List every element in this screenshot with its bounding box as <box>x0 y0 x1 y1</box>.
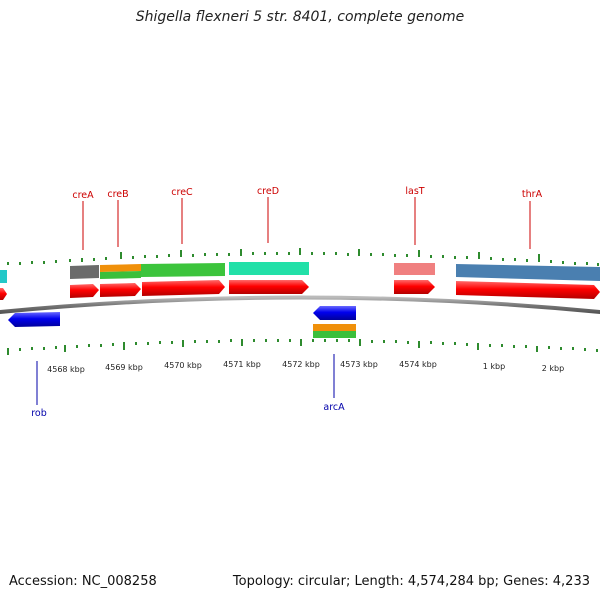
gene-labels: creA creB creC creD lasT thrA rob arcA <box>31 186 542 419</box>
gene-arrow-lasT <box>394 280 435 294</box>
lower-tick-row <box>7 339 598 355</box>
map-title: Shigella flexneri 5 str. 8401, complete … <box>135 9 465 25</box>
genome-backbone <box>0 295 600 315</box>
accession-label: Accession: NC_008258 <box>9 574 157 589</box>
gene-arrow-creC <box>142 280 225 296</box>
gene-arrow-left-edge <box>0 288 7 300</box>
feature-box-arcA-green <box>313 331 356 338</box>
kbp-label: 4569 kbp <box>105 363 143 372</box>
kbp-label: 4573 kbp <box>340 360 378 369</box>
reverse-gene-arrows <box>8 306 356 327</box>
gene-label-leaders <box>36 197 531 405</box>
feature-box-lasT <box>394 263 435 275</box>
feature-boxes <box>0 262 600 338</box>
forward-gene-arrows <box>0 280 600 300</box>
gene-arrow-rob <box>8 312 60 327</box>
kbp-label: 4571 kbp <box>223 360 261 369</box>
gene-arrow-arcA <box>313 306 356 320</box>
kbp-label: 4568 kbp <box>47 365 85 374</box>
gene-arrow-creD <box>229 280 309 294</box>
gene-label-arcA: arcA <box>323 402 345 413</box>
upper-tick-row <box>7 248 599 266</box>
feature-box-cyan-left <box>0 270 7 283</box>
kbp-labels: 4568 kbp 4569 kbp 4570 kbp 4571 kbp 4572… <box>47 360 564 374</box>
gene-arrow-creA <box>70 284 99 298</box>
genome-summary-label: Topology: circular; Length: 4,574,284 bp… <box>232 574 590 589</box>
feature-box-arcA-orange <box>313 324 356 331</box>
gene-arrow-thrA <box>456 281 600 299</box>
feature-box-creC <box>141 263 225 277</box>
gene-label-creB: creB <box>107 189 128 200</box>
gene-label-thrA: thrA <box>522 189 543 200</box>
gene-label-lasT: lasT <box>405 186 424 197</box>
kbp-label: 4570 kbp <box>164 361 202 370</box>
gene-label-rob: rob <box>31 408 47 419</box>
gene-label-creD: creD <box>257 186 279 197</box>
kbp-label: 4572 kbp <box>282 360 320 369</box>
feature-box-creB-green <box>100 271 141 279</box>
gene-label-creC: creC <box>171 187 193 198</box>
kbp-label: 4574 kbp <box>399 360 437 369</box>
gene-arrow-creB <box>100 283 141 297</box>
feature-box-creD <box>229 262 309 275</box>
gene-label-creA: creA <box>72 190 94 201</box>
kbp-label: 1 kbp <box>483 362 505 371</box>
feature-box-thrA <box>456 264 600 281</box>
feature-box-creB-orange <box>100 264 141 272</box>
feature-box-creA <box>70 265 99 279</box>
kbp-label: 2 kbp <box>542 364 564 373</box>
